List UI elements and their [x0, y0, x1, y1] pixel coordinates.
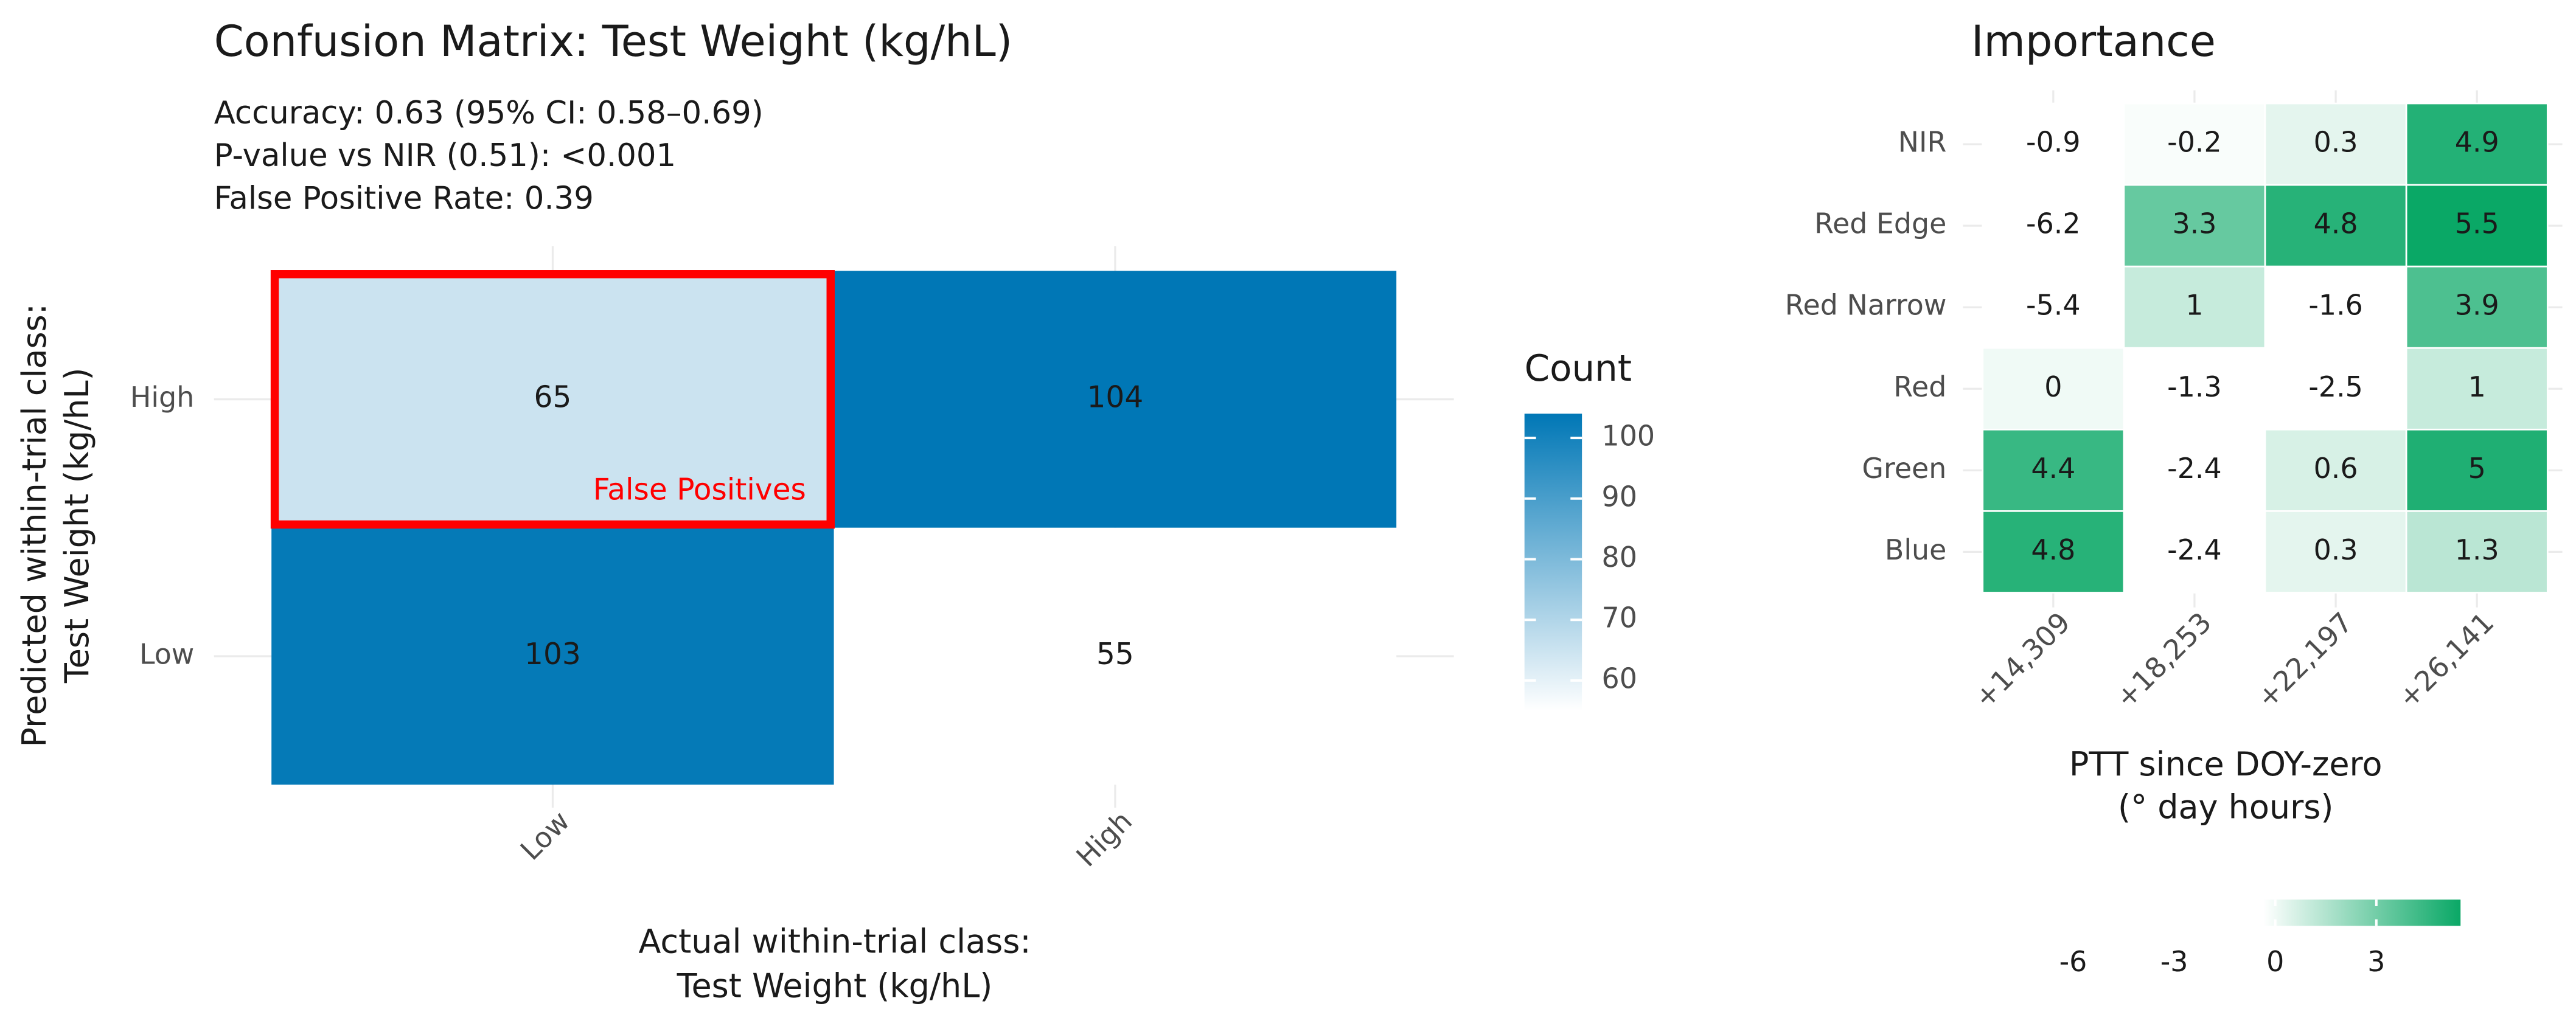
heatmap-cell — [2405, 184, 2549, 268]
colorbar-tick-label: 0 — [2266, 945, 2284, 978]
colorbar-title: Count — [1525, 348, 1632, 390]
y-tick-label: High — [130, 381, 194, 414]
cell-label: 103 — [524, 637, 581, 671]
y-axis-label: Test Weight (kg/hL) — [58, 367, 96, 684]
heatmap-cell — [834, 271, 1397, 528]
cell-label: 4.8 — [2031, 533, 2075, 566]
cell-label: -5.4 — [2026, 289, 2081, 322]
x-axis-label: Test Weight (kg/hL) — [677, 967, 993, 1005]
y-tick-label: Blue — [1885, 533, 1947, 566]
heatmap-cell — [2405, 428, 2549, 512]
cell-label: 0 — [2044, 370, 2062, 403]
subtitle: Accuracy: 0.63 (95% CI: 0.58–0.69) — [214, 95, 764, 131]
heatmap-cell — [1982, 184, 2125, 268]
heatmap-cell — [1982, 347, 2125, 431]
heatmap-cell — [271, 527, 834, 785]
colorbar-tick-label: 90 — [1602, 480, 1637, 513]
heatmap-cell — [2264, 265, 2407, 349]
heatmap-cell — [1982, 265, 2125, 349]
heatmap-cell — [271, 271, 834, 528]
cell-label: 5 — [2468, 452, 2486, 485]
y-tick-label: Green — [1862, 452, 1946, 485]
heatmap-cell — [2264, 347, 2407, 431]
x-axis-label: PTT since DOY-zero — [2069, 745, 2383, 783]
cell-label: 55 — [1096, 637, 1134, 671]
y-axis-label: Predicted within-trial class: — [15, 303, 54, 747]
y-tick-label: NIR — [1898, 126, 1947, 159]
cell-label: 104 — [1087, 381, 1144, 415]
y-tick-label: Red — [1893, 370, 1946, 403]
cell-label: 1 — [2185, 289, 2203, 322]
chart-title: Importance — [1971, 16, 2216, 66]
y-tick-label: Low — [139, 638, 194, 671]
colorbar-tick-label: 80 — [1602, 541, 1637, 574]
heatmap-cell — [2405, 510, 2549, 594]
colorbar-tick-label: 60 — [1602, 662, 1637, 695]
cell-label: -1.3 — [2167, 370, 2222, 403]
heatmap-cell — [2123, 265, 2266, 349]
chart-title: Confusion Matrix: Test Weight (kg/hL) — [214, 16, 1012, 66]
colorbar-tick-label: 100 — [1602, 420, 1655, 452]
cell-label: -2.5 — [2308, 370, 2363, 403]
cell-label: 1 — [2468, 370, 2486, 403]
cell-label: 4.4 — [2031, 452, 2075, 485]
cell-label: 5.5 — [2455, 207, 2499, 240]
cell-label: -2.4 — [2167, 452, 2222, 485]
heatmap-cell — [2405, 347, 2549, 431]
colorbar-tick-label: 3 — [2367, 945, 2385, 978]
cell-label: 0.3 — [2314, 533, 2358, 566]
colorbar — [2066, 899, 2461, 926]
highlight-box — [270, 270, 835, 529]
cell-label: 4.9 — [2455, 126, 2499, 159]
cell-label: -2.4 — [2167, 533, 2222, 566]
colorbar-tick-label: -6 — [2059, 945, 2087, 978]
colorbar — [1524, 414, 1582, 711]
cell-label: 0.3 — [2314, 126, 2358, 159]
heatmap-cell — [2264, 102, 2407, 186]
heatmap-cell — [2405, 265, 2549, 349]
colorbar-tick-label: -3 — [2160, 945, 2188, 978]
cell-label: 0.6 — [2314, 452, 2358, 485]
heatmap-cell — [2123, 102, 2266, 186]
cell-label: 3.9 — [2455, 289, 2499, 322]
heatmap-cell — [1982, 510, 2125, 594]
heatmap-cell — [2123, 347, 2266, 431]
y-tick-label: Red Edge — [1814, 207, 1946, 240]
cell-label: 1.3 — [2455, 533, 2499, 566]
x-axis-label: (° day hours) — [2118, 788, 2333, 826]
annotation: False Positives — [593, 473, 806, 507]
y-tick-label: Red Narrow — [1785, 289, 1947, 322]
heatmap-cell — [2264, 184, 2407, 268]
cell-label: 3.3 — [2172, 207, 2216, 240]
heatmap-cell — [2264, 510, 2407, 594]
x-axis-label: Actual within-trial class: — [638, 923, 1031, 961]
cell-label: 4.8 — [2314, 207, 2358, 240]
cell-label: -0.9 — [2026, 126, 2081, 159]
cell-label: 65 — [534, 381, 572, 415]
cell-label: -1.6 — [2308, 289, 2363, 322]
subtitle: P-value vs NIR (0.51): <0.001 — [214, 137, 676, 174]
heatmap-cell — [834, 527, 1397, 785]
subtitle: False Positive Rate: 0.39 — [214, 180, 594, 217]
cell-label: -6.2 — [2026, 207, 2081, 240]
heatmap-cell — [2405, 102, 2549, 186]
heatmap-cell — [2264, 428, 2407, 512]
heatmap-cell — [2123, 184, 2266, 268]
colorbar-tick-label: 70 — [1602, 601, 1637, 634]
cell-label: -0.2 — [2167, 126, 2222, 159]
